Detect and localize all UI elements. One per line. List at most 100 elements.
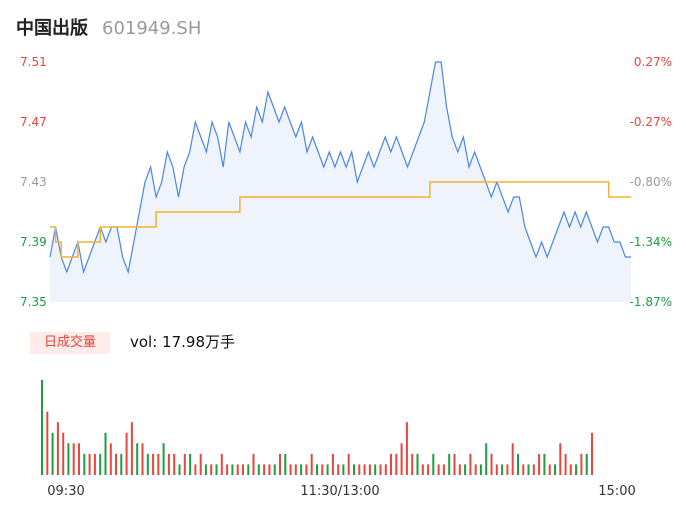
volume-bar	[411, 453, 414, 475]
stock-header: 中国出版 601949.SH	[16, 14, 202, 39]
volume-bar	[178, 464, 181, 475]
volume-bar	[99, 453, 102, 475]
volume-bar	[268, 464, 271, 475]
volume-bar	[448, 453, 451, 475]
volume-bar	[120, 453, 123, 475]
volume-bar	[384, 464, 387, 475]
volume-bar	[575, 464, 578, 475]
volume-bar	[125, 432, 128, 475]
volume-bar	[279, 453, 281, 475]
volume-bar	[517, 453, 519, 475]
y-tick-label: 7.51	[20, 55, 47, 69]
volume-bar	[591, 432, 593, 475]
volume-bar	[379, 464, 382, 475]
volume-bar	[231, 464, 234, 475]
volume-bar	[146, 453, 149, 475]
volume-bar	[83, 453, 86, 475]
volume-bar	[585, 453, 588, 475]
volume-bar	[62, 432, 65, 475]
volume-bar	[51, 432, 54, 475]
volume-bar	[199, 453, 202, 475]
volume-bar	[548, 464, 551, 475]
volume-bar	[78, 443, 80, 475]
volume-bar	[289, 464, 292, 475]
stock-code: 601949.SH	[102, 18, 202, 39]
volume-bar	[569, 464, 572, 475]
volume-bar	[532, 464, 535, 475]
volume-bar	[300, 464, 303, 475]
volume-bar	[109, 443, 112, 475]
volume-bar	[189, 453, 192, 475]
volume-bar	[506, 464, 509, 475]
volume-bar	[543, 453, 546, 475]
volume-bar	[368, 464, 371, 475]
volume-bar	[427, 464, 430, 475]
price-area	[50, 62, 631, 302]
volume-bar	[501, 464, 504, 475]
volume-bar	[405, 422, 408, 475]
volume-bar	[342, 464, 345, 475]
volume-bar	[347, 453, 350, 475]
y-tick-label: 7.43	[20, 175, 47, 189]
volume-bar	[284, 453, 287, 475]
volume-bar	[46, 411, 49, 475]
volume-bar	[469, 453, 472, 475]
y-tick-label: 7.47	[20, 115, 47, 129]
volume-bar	[437, 464, 440, 475]
volume-bar	[72, 443, 75, 475]
volume-bar	[479, 464, 482, 475]
volume-bar	[220, 453, 223, 475]
volume-bar	[474, 464, 477, 475]
volume-bar	[432, 453, 435, 475]
volume-bar	[337, 464, 340, 475]
volume-bar	[527, 464, 530, 475]
volume-bar	[485, 443, 488, 475]
volume-bar	[522, 464, 525, 475]
volume-bar	[157, 453, 160, 475]
volume-bar	[67, 443, 70, 475]
stock-name: 中国出版	[16, 18, 88, 39]
volume-bar	[495, 464, 498, 475]
volume-bar	[242, 464, 244, 475]
volume-bar	[273, 464, 276, 475]
volume-bar	[263, 464, 266, 475]
pct-tick-label: -1.34%	[630, 235, 672, 249]
volume-bar	[194, 464, 197, 475]
pct-tick-label: -0.27%	[630, 115, 672, 129]
volume-bar	[104, 432, 107, 475]
volume-bar	[115, 453, 117, 475]
volume-bar	[490, 453, 493, 475]
volume-bar	[458, 464, 461, 475]
volume-bar	[167, 453, 170, 475]
volume-bar	[305, 464, 308, 475]
volume-bar	[204, 464, 207, 475]
volume-bar	[321, 464, 324, 475]
volume-bar	[162, 443, 165, 475]
volume-bar	[538, 453, 541, 475]
volume-bar	[400, 443, 403, 475]
x-tick-label: 09:30	[47, 484, 84, 499]
volume-bar	[331, 453, 334, 475]
volume-bar	[453, 453, 456, 475]
volume-bar	[363, 464, 366, 475]
volume-bar	[421, 464, 424, 475]
volume-bar	[442, 464, 445, 475]
volume-bar	[257, 464, 260, 475]
volume-bar	[358, 464, 361, 475]
volume-bar	[559, 443, 562, 475]
pct-tick-label: -0.80%	[630, 175, 672, 189]
volume-bar	[395, 453, 398, 475]
y-tick-label: 7.35	[20, 295, 47, 309]
volume-bar	[236, 464, 239, 475]
volume-bar	[580, 453, 583, 475]
volume-bar	[152, 453, 155, 475]
volume-bar	[310, 453, 313, 475]
volume-bar	[353, 464, 355, 475]
volume-bar	[88, 453, 91, 475]
volume-bar	[326, 464, 329, 475]
volume-bar	[374, 464, 377, 475]
volume-bar	[41, 380, 43, 475]
pct-tick-label: -1.87%	[630, 295, 672, 309]
volume-bar	[554, 464, 556, 475]
